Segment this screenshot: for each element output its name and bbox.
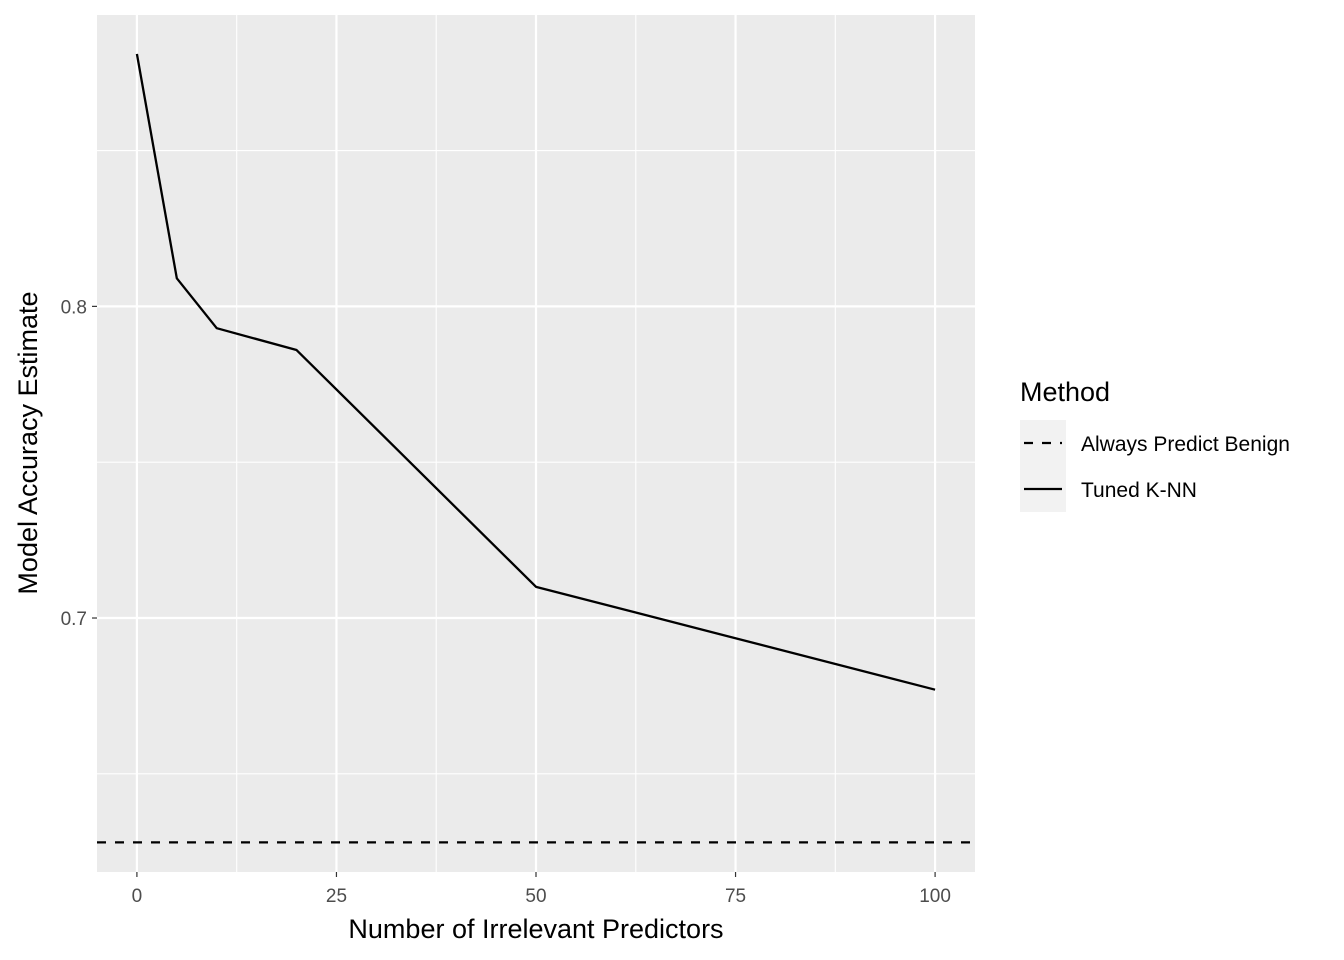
legend-title: Method <box>1020 377 1110 407</box>
legend-keys <box>1024 441 1062 491</box>
y-tick-label: 0.7 <box>61 609 87 630</box>
series-line-tuned-k-nn <box>135 53 936 691</box>
grid-major <box>97 15 975 872</box>
y-axis: 0.7 0.8 <box>61 297 97 630</box>
x-tick-label: 75 <box>725 886 746 907</box>
legend-key-background <box>1020 420 1066 512</box>
legend-label-always-predict-benign: Always Predict Benign <box>1081 433 1290 456</box>
x-axis: 0 25 50 75 100 <box>132 872 951 907</box>
x-tick-label: 50 <box>525 886 546 907</box>
x-tick-label: 100 <box>919 886 951 907</box>
y-axis-title: Model Accuracy Estimate <box>13 291 43 594</box>
series-layer <box>97 53 975 844</box>
legend: Method Always Predict Benign Tuned K-NN <box>1020 377 1290 512</box>
legend-label-tuned-knn: Tuned K-NN <box>1081 479 1197 502</box>
x-axis-title: Number of Irrelevant Predictors <box>348 914 723 944</box>
x-tick-label: 0 <box>132 886 143 907</box>
y-tick-label: 0.8 <box>61 297 87 318</box>
x-tick-label: 25 <box>326 886 347 907</box>
